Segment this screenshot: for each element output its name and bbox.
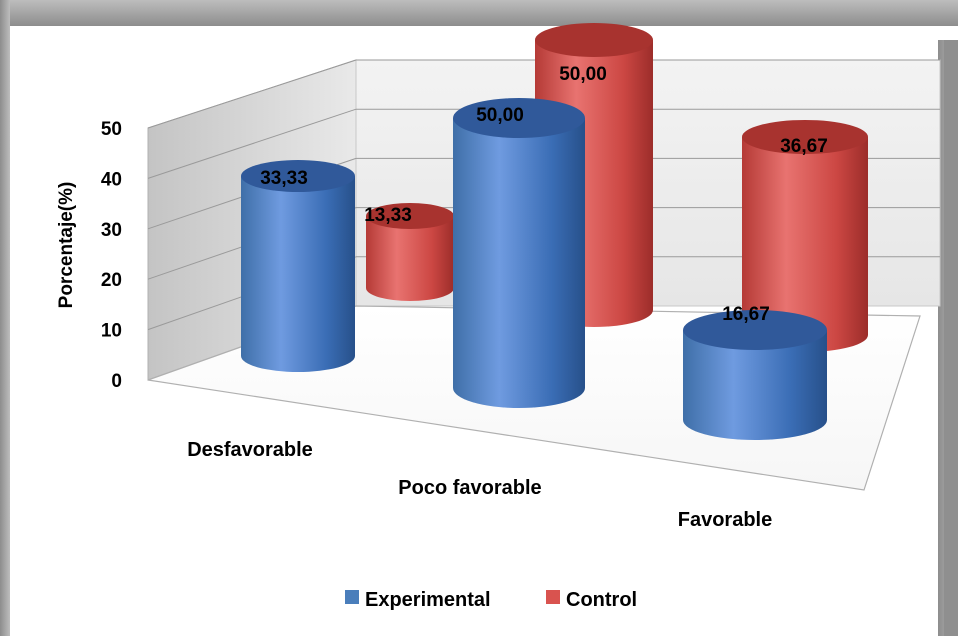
- category-label: Desfavorable: [187, 439, 313, 461]
- bar-body: [366, 216, 454, 301]
- bar-control: [366, 203, 454, 301]
- side-gridline: [147, 108, 357, 179]
- data-label: 33,33: [260, 168, 308, 189]
- y-tick-label: 0: [111, 371, 122, 392]
- y-axis-ticks: 0 10 20 30 40 50: [101, 119, 122, 392]
- legend-item-control: Control: [546, 589, 637, 611]
- bar-top: [453, 98, 585, 138]
- data-label: 36,67: [780, 136, 828, 157]
- data-labels: 33,33 50,00 16,67 13,33 50,00 36,67: [260, 64, 828, 325]
- legend: Experimental Control: [345, 589, 637, 611]
- data-label: 13,33: [364, 205, 412, 226]
- y-tick-label: 20: [101, 270, 122, 291]
- legend-label: Control: [566, 589, 637, 611]
- frame-left-edge: [0, 0, 10, 636]
- y-tick-label: 10: [101, 321, 122, 342]
- bars: [241, 23, 868, 440]
- bar-body: [241, 176, 355, 372]
- data-label: 16,67: [722, 304, 770, 325]
- y-tick-label: 30: [101, 220, 122, 241]
- bar-top: [742, 119, 868, 154]
- data-label: 50,00: [476, 105, 524, 126]
- legend-swatch: [345, 590, 359, 604]
- bar-top: [366, 203, 454, 230]
- bar-body: [742, 136, 868, 352]
- category-label: Poco favorable: [398, 477, 541, 499]
- frame-right-inner: [944, 40, 958, 636]
- data-label: 50,00: [559, 64, 607, 85]
- bar-control: [742, 119, 868, 352]
- y-tick-label: 40: [101, 169, 122, 190]
- legend-swatch: [546, 590, 560, 604]
- bar-experimental: [683, 309, 827, 440]
- bar-body: [683, 329, 827, 440]
- legend-label: Experimental: [365, 589, 491, 611]
- y-axis-label: Porcentaje(%): [56, 182, 77, 309]
- frame-top-edge: [0, 0, 958, 26]
- bar-top: [535, 23, 653, 57]
- bar-body: [453, 118, 585, 408]
- side-gridline: [147, 59, 357, 129]
- bar-experimental: [453, 98, 585, 408]
- bar-top: [241, 160, 355, 193]
- category-labels: Desfavorable Poco favorable Favorable: [187, 439, 772, 531]
- y-tick-label: 50: [101, 119, 122, 140]
- legend-item-experimental: Experimental: [345, 589, 491, 611]
- bar-top: [683, 309, 827, 350]
- category-label: Favorable: [678, 509, 772, 531]
- bar-experimental: [241, 160, 355, 372]
